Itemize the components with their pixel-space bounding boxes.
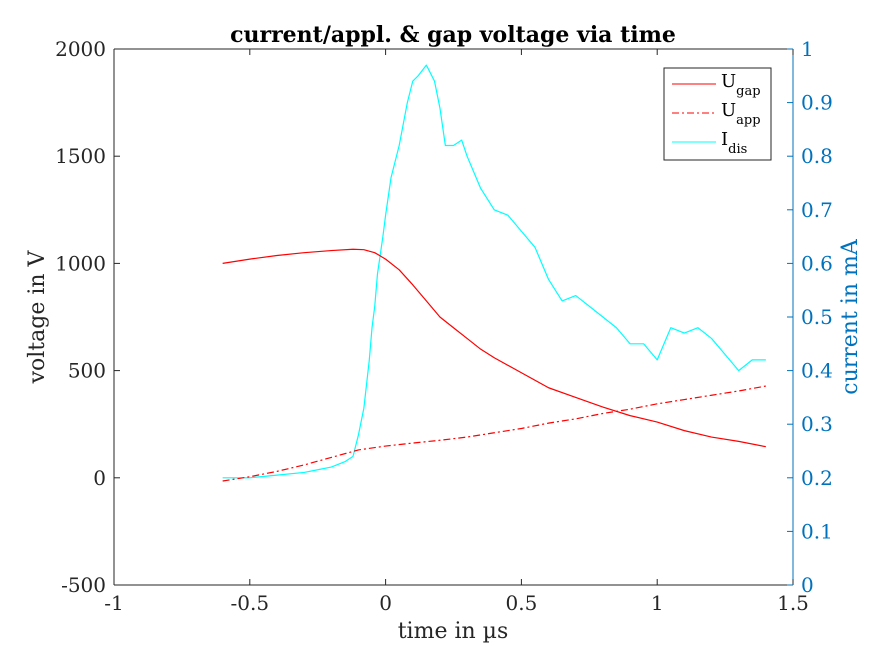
chart-title: current/appl. & gap voltage via time [230,22,676,48]
series-layer [222,64,766,482]
x-tick-label: -1 [104,591,123,615]
legend-entry-dis: Idis [721,129,747,157]
y-right-tick-label: 0.8 [801,144,833,168]
legend-entry-gap: Ugap [721,71,761,99]
legend-entry-dis-base: I [721,129,728,150]
y-left-tick-label: -500 [61,573,106,597]
legend: Ugap Uapp Idis [663,67,772,161]
y-right-tick-label: 0.3 [801,412,833,436]
x-tick-label: -0.5 [231,591,270,615]
x-tick-label: 0.5 [505,591,537,615]
y-left-axis-label: voltage in V [25,249,50,384]
y-right-axis-label: current in mA [838,238,863,395]
x-axis-label: time in µs [398,619,509,644]
legend-box [663,67,772,161]
y-right-tick-label: 0.5 [801,305,833,329]
y-left-tick-label: 1000 [55,251,106,275]
legend-entry-app-base: U [721,100,736,121]
y-right-tick-label: 0.1 [801,519,833,543]
y-left-tick-label: 0 [93,466,106,490]
x-tick-label: 0 [379,591,392,615]
y-right-tick-label: 0 [801,573,814,597]
y-right-tick-label: 1 [801,37,814,61]
series-i-dis [222,64,766,479]
y-right-tick-label: 0.7 [801,198,833,222]
y-right-tick-label: 0.9 [801,91,833,115]
y-right-tick-label: 0.4 [801,359,833,383]
x-tick-label: 1.5 [777,591,809,615]
y-right-tick-label: 0.6 [801,251,833,275]
legend-entry-app-sub: app [736,113,760,128]
y-left-tick-label: 1500 [55,144,106,168]
ticks-layer: -1 -0.5 0 0.5 1 1.5 -500 0 500 1000 1500 2000 0 0.1 0.… [55,37,833,615]
y-left-tick-label: 500 [68,359,106,383]
legend-entry-dis-sub: dis [728,142,747,157]
y-right-tick-label: 0.2 [801,466,833,490]
legend-entry-app: Uapp [721,100,761,128]
y-left-tick-label: 2000 [55,37,106,61]
x-tick-label: 1 [651,591,664,615]
legend-entry-gap-sub: gap [736,84,760,99]
legend-entry-gap-base: U [721,71,736,92]
